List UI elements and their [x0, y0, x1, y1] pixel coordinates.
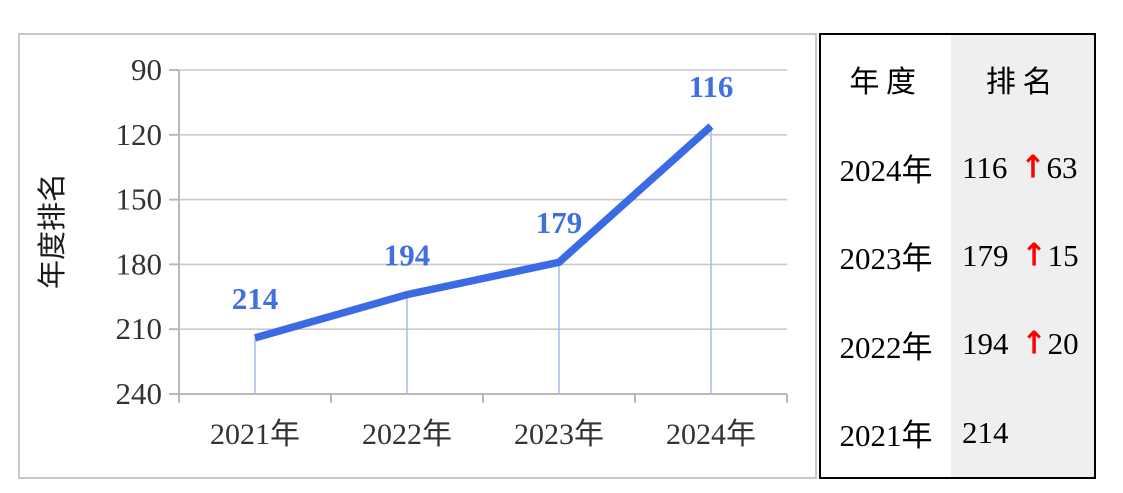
table-cell-rank: 194 ↑ 20 — [951, 300, 1094, 389]
y-tick-label: 210 — [116, 311, 163, 346]
ranking-line-chart: 90 120 150 180 210 240 2021年 2022年 2023年 2024年 214… — [36, 52, 788, 451]
table-row-2022: 2022年 194 ↑ 20 — [821, 300, 1094, 389]
data-label: 116 — [689, 69, 734, 104]
x-tick-label: 2022年 — [362, 418, 452, 451]
data-label: 179 — [536, 205, 583, 240]
rank-delta: 15 — [1047, 237, 1079, 273]
table-cell-rank: 179 ↑ 15 — [951, 211, 1094, 301]
x-tick-label: 2024年 — [666, 418, 756, 451]
table-header-row: 年度 排名 — [821, 35, 1094, 124]
table-cell-rank: 116 ↑ 63 — [951, 123, 1094, 212]
table-cell-year: 2024年 — [839, 153, 933, 189]
data-label: 194 — [384, 238, 431, 273]
table-cell-year: 2021年 — [839, 418, 933, 454]
y-tick-label: 120 — [116, 117, 163, 152]
data-label: 214 — [232, 281, 279, 316]
up-arrow-icon: ↑ — [1020, 148, 1046, 186]
table-header-rank: 排名 — [951, 35, 1094, 124]
y-tick-label: 180 — [116, 246, 163, 281]
table-row-2021: 2021年 214 — [821, 388, 1094, 477]
table-header-year: 年度 — [849, 66, 923, 100]
rank-value: 116 — [962, 149, 1008, 185]
rank-value: 194 — [962, 326, 1009, 362]
table-cell-year: 2022年 — [839, 329, 933, 365]
chart-panel: 90 120 150 180 210 240 2021年 2022年 2023年 2024年 214… — [18, 33, 817, 479]
up-arrow-icon: ↑ — [1021, 237, 1047, 274]
x-tick-label: 2023年 — [514, 418, 604, 451]
y-tick-label: 90 — [131, 52, 162, 87]
rank-delta: 63 — [1046, 149, 1078, 185]
table-cell-year: 2023年 — [839, 241, 933, 277]
up-arrow-icon: ↑ — [1021, 325, 1047, 363]
y-tick-label: 240 — [116, 376, 163, 411]
table-row-2023: 2023年 179 ↑ 15 — [821, 211, 1094, 301]
rank-value: 214 — [962, 414, 1009, 450]
y-tick-label: 150 — [116, 182, 163, 217]
y-axis-title: 年度排名 — [36, 173, 69, 289]
ranking-line — [253, 123, 714, 342]
rank-delta: 20 — [1047, 326, 1079, 362]
table-row-2024: 2024年 116 ↑ 63 — [821, 123, 1094, 212]
x-tick-label: 2021年 — [210, 418, 300, 451]
ranking-table: 年度 排名 2024年 116 ↑ 63 2023年 179 ↑ 15 2022… — [819, 33, 1096, 479]
rank-value: 179 — [962, 237, 1009, 273]
table-cell-rank: 214 — [951, 388, 1094, 477]
